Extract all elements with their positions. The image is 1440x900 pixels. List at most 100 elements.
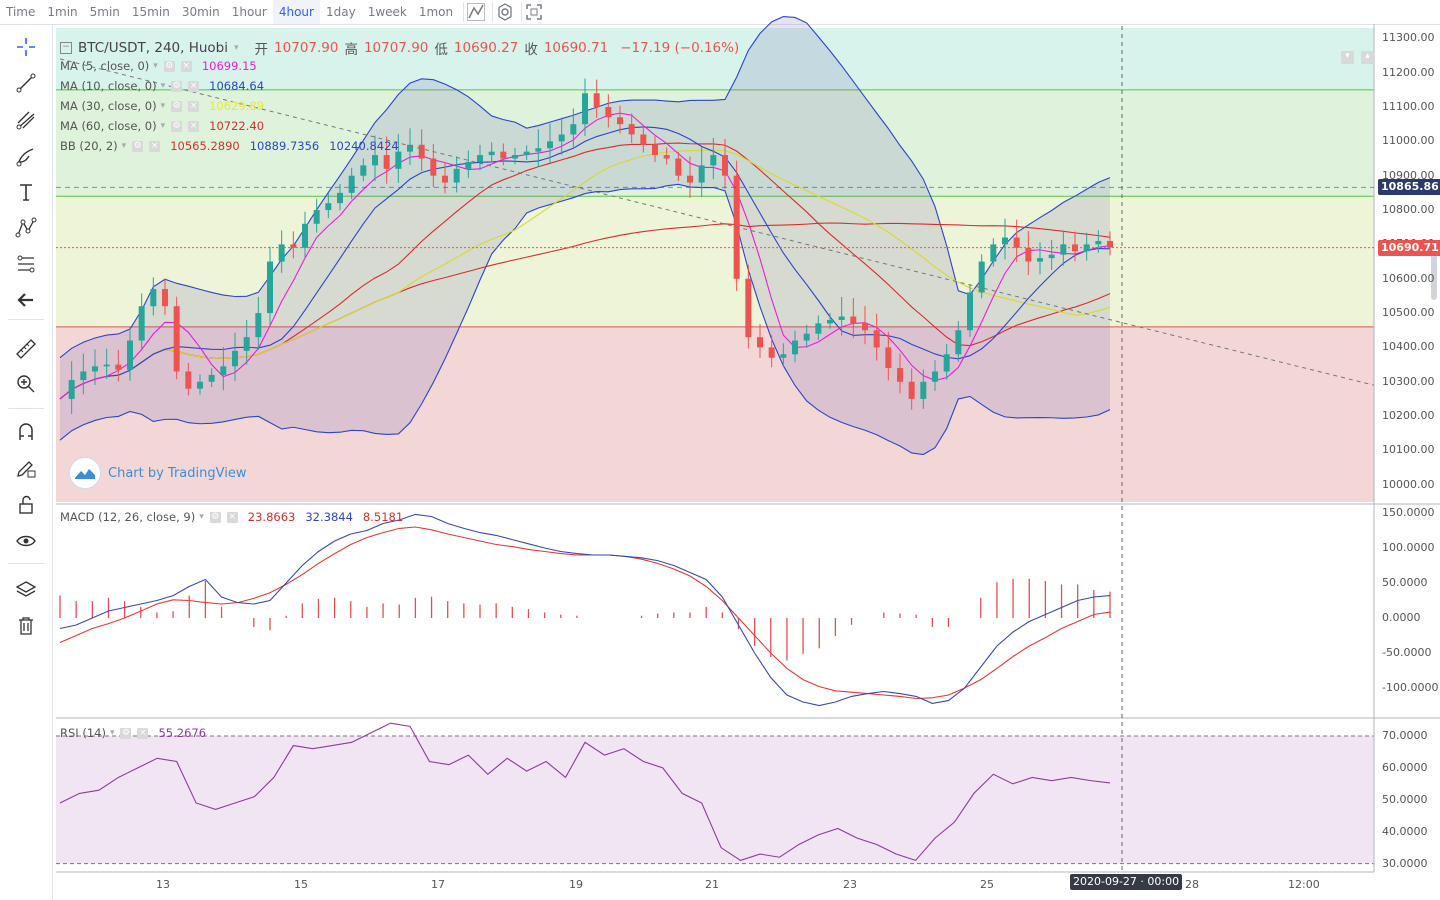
trend-line-icon[interactable] bbox=[14, 71, 38, 95]
tradingview-watermark[interactable]: Chart by TradingView bbox=[70, 458, 246, 488]
indicator-close-icon[interactable]: × bbox=[188, 120, 200, 132]
timeframe-30min[interactable]: 30min bbox=[181, 5, 220, 19]
symbol-caret-icon[interactable]: ▾ bbox=[234, 43, 239, 53]
bb-lower-line bbox=[59, 183, 1111, 456]
eye-icon[interactable] bbox=[14, 529, 38, 553]
indicator-close-icon[interactable]: × bbox=[149, 140, 161, 152]
timeframe-1week[interactable]: 1week bbox=[367, 5, 407, 19]
candle-body bbox=[640, 134, 647, 145]
legend-ma-3: MA (60, close, 0) ▾ ⚙ × 10722.40 bbox=[60, 119, 264, 133]
symbol-title[interactable]: BTC/USDT, 240, Huobi bbox=[78, 40, 229, 56]
crosshair-icon[interactable] bbox=[14, 35, 38, 59]
candle-body bbox=[337, 192, 343, 204]
timeframe-time[interactable]: Time bbox=[6, 5, 36, 19]
indicator-caret-icon[interactable]: ▾ bbox=[199, 512, 204, 522]
indicator-close-icon[interactable]: × bbox=[188, 80, 200, 92]
timeframe-1min[interactable]: 1min bbox=[47, 5, 78, 19]
unlock-icon[interactable] bbox=[14, 493, 38, 517]
candle-body bbox=[955, 330, 962, 355]
indicator-name[interactable]: MA (5, close, 0) bbox=[60, 59, 150, 73]
indicator-close-icon[interactable]: × bbox=[226, 511, 238, 523]
indicator-close-icon[interactable]: × bbox=[180, 60, 192, 72]
rsi-axis-label: 40.0000 bbox=[1382, 824, 1428, 838]
text-icon[interactable] bbox=[14, 180, 38, 204]
indicator-caret-icon[interactable]: ▾ bbox=[160, 81, 166, 91]
indicator-settings-icon[interactable]: ⚙ bbox=[163, 60, 175, 72]
timeframe-bar: Time 1min 5min 15min 30min 1hour 4hour 1day 1wee… bbox=[0, 0, 1440, 25]
indicator-caret-icon[interactable]: ▾ bbox=[160, 101, 166, 111]
indicator-caret-icon[interactable]: ▾ bbox=[121, 141, 127, 151]
pane-up-icon[interactable]: ▴ bbox=[1361, 51, 1374, 64]
candle-body bbox=[150, 289, 157, 307]
candle-body bbox=[885, 347, 892, 369]
indicator-name[interactable]: MA (10, close, 0) bbox=[60, 79, 157, 93]
candle-body bbox=[1048, 254, 1055, 259]
candle-body bbox=[407, 144, 413, 152]
indicator-settings-icon[interactable]: ⚙ bbox=[171, 120, 183, 132]
indicator-caret-icon[interactable]: ▾ bbox=[153, 61, 158, 71]
timeframe-1hour[interactable]: 1hour bbox=[231, 5, 267, 19]
candle-body bbox=[687, 175, 693, 183]
fib-icon[interactable] bbox=[14, 252, 38, 276]
timeframe-5min[interactable]: 5min bbox=[89, 5, 120, 19]
indicator-close-icon[interactable]: × bbox=[188, 100, 200, 112]
pattern-icon[interactable] bbox=[14, 216, 38, 240]
candle-body bbox=[570, 124, 577, 135]
rsi-axis-label: 50.0000 bbox=[1382, 792, 1428, 806]
price-axis-label: 10200.00 bbox=[1382, 409, 1435, 423]
trend-line bbox=[59, 58, 1375, 386]
timeframe-15min[interactable]: 15min bbox=[131, 5, 170, 19]
indicator-settings-icon[interactable]: ⚙ bbox=[132, 140, 144, 152]
ruler-icon[interactable] bbox=[14, 337, 38, 361]
price-scale-handle[interactable] bbox=[1431, 244, 1437, 300]
indicator-caret-icon[interactable]: ▾ bbox=[160, 121, 166, 131]
collapse-icon[interactable]: − bbox=[60, 42, 72, 54]
pane-down-icon[interactable]: ▾ bbox=[1341, 51, 1354, 64]
indicator-name[interactable]: MA (60, close, 0) bbox=[60, 119, 157, 133]
candle-body bbox=[68, 380, 75, 399]
indicator-value: 32.3844 bbox=[305, 510, 353, 524]
zone-upper bbox=[56, 89, 1374, 197]
candle-body bbox=[185, 371, 192, 389]
timeframe-1day[interactable]: 1day bbox=[325, 5, 356, 19]
indicator-name[interactable]: MA (30, close, 0) bbox=[60, 99, 157, 113]
indicator-settings-icon[interactable]: ⚙ bbox=[120, 727, 132, 739]
candle-body bbox=[278, 244, 285, 262]
trash-icon[interactable] bbox=[14, 614, 38, 638]
candle-body bbox=[815, 323, 822, 334]
indicator-settings-icon[interactable]: ⚙ bbox=[171, 100, 183, 112]
time-axis-label: 12:00 bbox=[1288, 878, 1320, 891]
brush-icon[interactable] bbox=[14, 145, 38, 169]
indicator-name[interactable]: MACD (12, 26, close, 9) bbox=[60, 510, 196, 524]
indicator-name[interactable]: RSI (14) bbox=[60, 726, 106, 740]
fullscreen-icon[interactable] bbox=[521, 2, 546, 22]
rsi-axis-label: 60.0000 bbox=[1382, 760, 1428, 774]
price-axis-label: 10100.00 bbox=[1382, 443, 1435, 457]
legend-rsi: RSI (14) ▾ ⚙ × 55.2676 bbox=[60, 726, 206, 740]
magnet-icon[interactable] bbox=[14, 420, 38, 444]
candle-body bbox=[383, 155, 390, 169]
candle-body bbox=[558, 134, 565, 142]
indicator-caret-icon[interactable]: ▾ bbox=[109, 728, 115, 738]
layers-icon[interactable] bbox=[14, 578, 38, 602]
candle-body bbox=[582, 93, 588, 125]
indicator-value: 55.2676 bbox=[158, 726, 207, 740]
settings-icon[interactable] bbox=[492, 2, 517, 22]
pitchfork-icon[interactable] bbox=[14, 108, 38, 132]
indicator-settings-icon[interactable]: ⚙ bbox=[209, 511, 221, 523]
candle-body bbox=[127, 340, 133, 370]
indicator-name[interactable]: BB (20, 2) bbox=[60, 139, 118, 153]
indicator-value: 10629.89 bbox=[209, 99, 265, 113]
chart-type-icon[interactable] bbox=[463, 2, 488, 22]
indicator-settings-icon[interactable]: ⚙ bbox=[171, 80, 183, 92]
indicator-close-icon[interactable]: × bbox=[137, 727, 149, 739]
indicator-value: 10699.15 bbox=[201, 59, 257, 73]
timeframe-4hour[interactable]: 4hour bbox=[272, 0, 320, 24]
timeframe-1mon[interactable]: 1mon bbox=[418, 5, 454, 19]
indicator-value: 23.8663 bbox=[247, 510, 296, 524]
candle-body bbox=[243, 337, 250, 351]
lock-pencil-icon[interactable] bbox=[14, 456, 38, 480]
zoom-in-icon[interactable] bbox=[14, 372, 38, 396]
back-arrow-icon[interactable] bbox=[14, 288, 38, 312]
